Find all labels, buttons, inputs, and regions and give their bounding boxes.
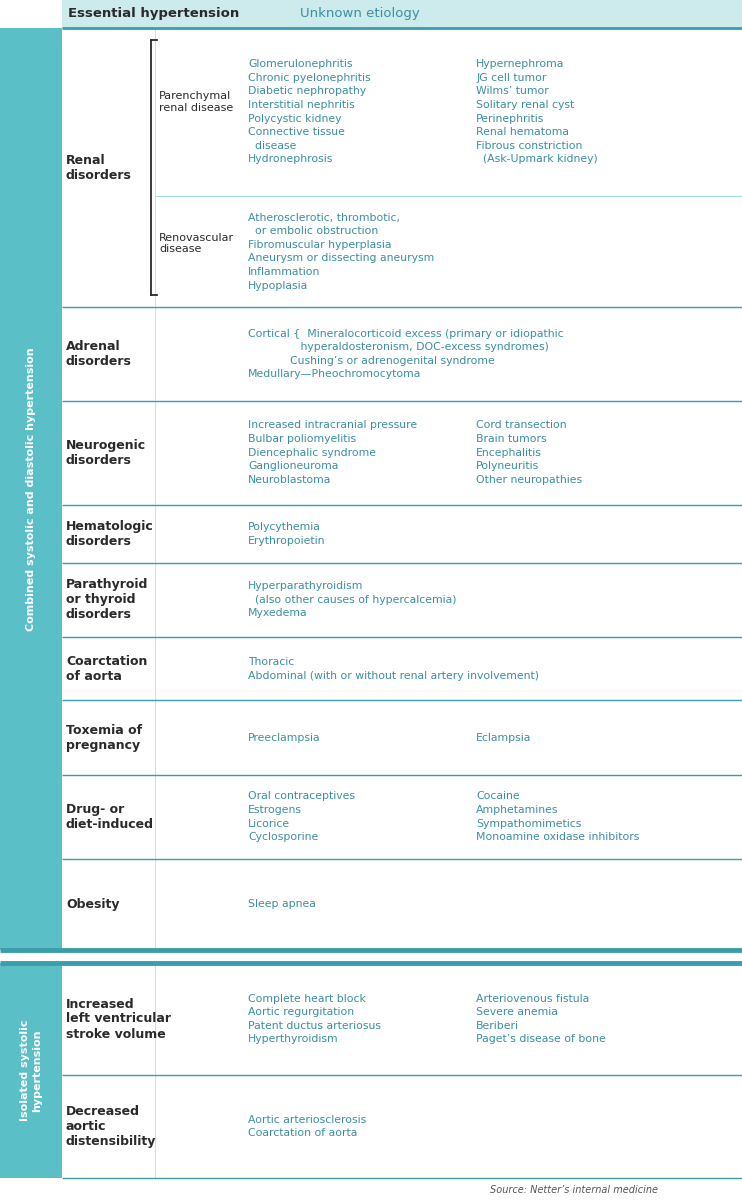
Text: Polycythemia
Erythropoietin: Polycythemia Erythropoietin	[248, 522, 326, 546]
Text: Adrenal
disorders: Adrenal disorders	[66, 340, 132, 368]
Text: Hypernephroma
JG cell tumor
Wilms’ tumor
Solitary renal cyst
Perinephritis
Renal: Hypernephroma JG cell tumor Wilms’ tumor…	[476, 59, 598, 164]
Text: Eclampsia: Eclampsia	[476, 733, 531, 743]
Text: Aortic arteriosclerosis
Coarctation of aorta: Aortic arteriosclerosis Coarctation of a…	[248, 1115, 367, 1139]
Bar	[62, 0, 742, 28]
Text: Cord transection
Brain tumors
Encephalitis
Polyneuritis
Other neuropathies: Cord transection Brain tumors Encephalit…	[476, 420, 582, 485]
Text: Unknown etiology: Unknown etiology	[300, 7, 420, 20]
Text: Neurogenic
disorders: Neurogenic disorders	[66, 439, 146, 467]
Text: Sleep apnea: Sleep apnea	[248, 899, 316, 910]
Text: Decreased
aortic
distensibility: Decreased aortic distensibility	[66, 1105, 157, 1148]
Text: Preeclampsia: Preeclampsia	[248, 733, 321, 743]
Text: Oral contraceptives
Estrogens
Licorice
Cyclosporine: Oral contraceptives Estrogens Licorice C…	[248, 792, 355, 842]
Text: Toxemia of
pregnancy: Toxemia of pregnancy	[66, 724, 142, 751]
Text: Increased
left ventricular
stroke volume: Increased left ventricular stroke volume	[66, 997, 171, 1040]
Text: Cortical {  Mineralocorticoid excess (primary or idiopathic
               hyper: Cortical { Mineralocorticoid excess (pri…	[248, 329, 564, 379]
Text: Parenchymal
renal disease: Parenchymal renal disease	[159, 91, 233, 113]
Text: Combined systolic and diastolic hypertension: Combined systolic and diastolic hyperten…	[26, 347, 36, 631]
Text: Glomerulonephritis
Chronic pyelonephritis
Diabetic nephropathy
Interstitial neph: Glomerulonephritis Chronic pyelonephriti…	[248, 59, 370, 164]
Text: Arteriovenous fistula
Severe anemia
Beriberi
Paget’s disease of bone: Arteriovenous fistula Severe anemia Beri…	[476, 994, 605, 1044]
Text: Hematologic
disorders: Hematologic disorders	[66, 520, 154, 547]
Text: Atherosclerotic, thrombotic,
  or embolic obstruction
Fibromuscular hyperplasia
: Atherosclerotic, thrombotic, or embolic …	[248, 212, 434, 290]
Text: Thoracic
Abdominal (with or without renal artery involvement): Thoracic Abdominal (with or without rena…	[248, 656, 539, 680]
Text: Isolated systolic
hypertension: Isolated systolic hypertension	[20, 1020, 42, 1121]
Text: Coarctation
of aorta: Coarctation of aorta	[66, 655, 148, 683]
Text: Increased intracranial pressure
Bulbar poliomyelitis
Diencephalic syndrome
Gangl: Increased intracranial pressure Bulbar p…	[248, 420, 417, 485]
Text: Drug- or
diet-induced: Drug- or diet-induced	[66, 803, 154, 830]
Text: Complete heart block
Aortic regurgitation
Patent ductus arteriosus
Hyperthyroidi: Complete heart block Aortic regurgitatio…	[248, 994, 381, 1044]
Bar	[0, 962, 62, 1178]
Text: Hyperparathyroidism
  (also other causes of hypercalcemia)
Myxedema: Hyperparathyroidism (also other causes o…	[248, 581, 456, 618]
Text: Essential hypertension: Essential hypertension	[68, 7, 239, 20]
Text: Renovascular
disease: Renovascular disease	[159, 233, 234, 254]
Text: Obesity: Obesity	[66, 898, 119, 911]
Bar	[0, 28, 62, 950]
Text: Source: Netter’s internal medicine: Source: Netter’s internal medicine	[490, 1186, 658, 1195]
Text: Parathyroid
or thyroid
disorders: Parathyroid or thyroid disorders	[66, 578, 148, 622]
Text: Renal
disorders: Renal disorders	[66, 154, 132, 181]
Text: Cocaine
Amphetamines
Sympathomimetics
Monoamine oxidase inhibitors: Cocaine Amphetamines Sympathomimetics Mo…	[476, 792, 640, 842]
